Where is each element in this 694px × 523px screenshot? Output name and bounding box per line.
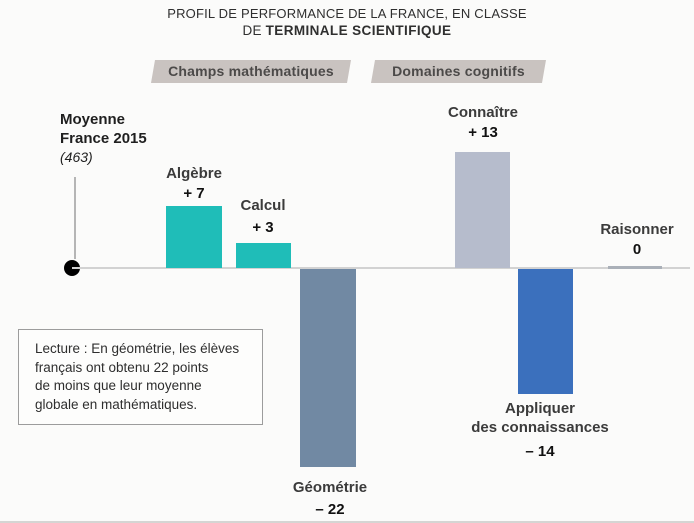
ribbon-domaines-cognitifs: Domaines cognitifs: [371, 60, 546, 83]
bar-appliquer: [518, 269, 573, 394]
label-raisonner: Raisonner: [600, 221, 674, 238]
chart-title-line2-bold: TERMINALE SCIENTIFIQUE: [265, 23, 452, 38]
bar-algebre: [166, 206, 222, 268]
lecture-line: français ont obtenu 22 points: [35, 359, 209, 375]
value-raisonner: 0: [632, 241, 642, 258]
mean-value: (463): [60, 149, 93, 165]
label-appliquer-line2: des connaissances: [471, 419, 609, 436]
bottom-edge-divider: [0, 521, 694, 523]
value-geometrie: – 22: [315, 501, 345, 518]
label-calcul: Calcul: [240, 197, 286, 214]
chart-title-line1: PROFIL DE PERFORMANCE DE LA FRANCE, EN C…: [167, 6, 527, 21]
mean-connector-line: [74, 177, 76, 259]
label-appliquer-line1: Appliquer: [505, 400, 575, 417]
mean-label-line2: France 2015: [60, 130, 147, 147]
value-algebre: + 7: [183, 185, 205, 202]
mean-label-line1: Moyenne: [60, 111, 126, 128]
label-connaitre: Connaître: [447, 104, 518, 121]
lecture-line: Lecture : En géométrie, les élèves: [35, 341, 240, 356]
bar-calcul: [236, 243, 291, 268]
lecture-line: globale en mathématiques.: [35, 396, 198, 412]
bar-geometrie: [300, 269, 356, 467]
label-geometrie: Géométrie: [292, 479, 368, 496]
value-calcul: + 3: [252, 219, 274, 236]
lecture-line: de moins que leur moyenne: [35, 378, 202, 393]
chart-title-line2-prefix: DE: [242, 23, 266, 38]
lecture-note-box: Lecture : En géométrie, les élèves franç…: [18, 329, 263, 425]
raisonner-zero-dash: [608, 266, 662, 269]
bar-connaitre: [455, 152, 510, 268]
baseline-axis: [72, 267, 690, 269]
chart-title-line2: DE TERMINALE SCIENTIFIQUE: [0, 23, 694, 38]
value-appliquer: – 14: [525, 443, 555, 460]
ribbon-champs-mathematiques: Champs mathématiques: [151, 60, 351, 83]
mean-label: Moyenne France 2015 (463): [60, 110, 180, 167]
value-connaitre: + 13: [468, 124, 498, 141]
label-algebre: Algèbre: [166, 165, 222, 182]
